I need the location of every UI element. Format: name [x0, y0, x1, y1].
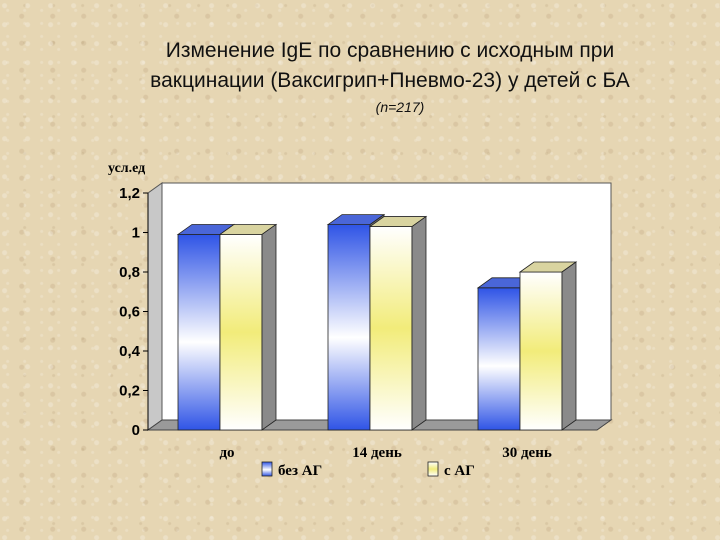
bar-face: [369, 226, 413, 431]
y-axis-label: усл.ед: [108, 161, 145, 176]
bar-side: [561, 261, 577, 431]
bar-face: [519, 271, 563, 431]
chart-title-line-1: Изменение IgE по сравнению с исходным пр…: [165, 39, 615, 62]
y-tick-label: 0,8: [119, 264, 140, 281]
chart-title: Изменение IgE по сравнению с исходным пр…: [0, 36, 720, 96]
side-wall: [147, 182, 163, 431]
chart-subtitle: (n=217): [375, 99, 425, 115]
legend-swatch: [261, 461, 273, 477]
bar: [368, 215, 428, 431]
bar-face: [327, 224, 371, 431]
x-axis-labels: до 14 день 30 день: [219, 445, 551, 461]
y-tick-label: 1,2: [119, 185, 140, 202]
y-tick-label: 1: [132, 225, 140, 242]
legend: без АГ с АГ: [261, 461, 475, 479]
legend-label: без АГ: [278, 463, 322, 479]
x-tick-label: до: [219, 445, 234, 461]
bar-face: [219, 234, 263, 431]
chart-title-line-2: вакцинации (Ваксигрип+Пневмо-23) у детей…: [150, 69, 630, 92]
bar-side: [261, 223, 277, 431]
bar-side: [411, 215, 427, 431]
x-tick-label: 30 день: [502, 445, 552, 461]
bar: [218, 223, 278, 431]
y-tick-label: 0: [132, 422, 140, 439]
y-tick-label: 0,2: [119, 383, 140, 400]
legend-swatch: [427, 461, 439, 477]
bar-face: [177, 234, 221, 431]
y-tick-label: 0,6: [119, 304, 140, 321]
bars: [176, 213, 578, 431]
legend-label: с АГ: [444, 463, 475, 479]
x-tick-label: 14 день: [352, 445, 402, 461]
y-tick-label: 0,4: [119, 343, 141, 360]
bar: [518, 261, 578, 431]
y-axis: 0 0,2 0,4 0,6 0,8 1 1,2 усл.ед: [108, 161, 149, 439]
bar-face: [477, 287, 521, 431]
